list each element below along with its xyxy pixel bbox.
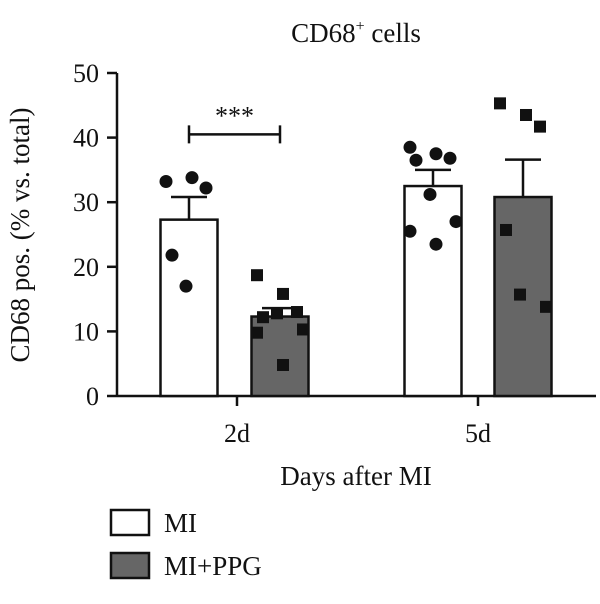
data-point xyxy=(271,307,283,320)
y-axis-label: CD68 pos. (% vs. total) xyxy=(5,108,35,363)
data-point xyxy=(179,279,193,293)
data-point xyxy=(403,140,417,154)
data-point xyxy=(277,358,289,371)
legend-swatch xyxy=(109,551,151,580)
legend-label: MI+PPG xyxy=(164,551,262,581)
data-point xyxy=(185,171,199,185)
data-point xyxy=(520,108,532,121)
y-tick-label: 40 xyxy=(73,124,99,153)
x-tick-label: 5d xyxy=(465,419,491,448)
data-point xyxy=(409,153,423,167)
y-tick-label: 50 xyxy=(73,59,99,88)
data-point xyxy=(429,237,443,251)
data-point xyxy=(251,326,263,339)
data-point xyxy=(291,306,303,319)
data-point xyxy=(429,147,443,161)
x-tick-label: 2d xyxy=(224,419,250,448)
data-point xyxy=(199,181,213,195)
data-point xyxy=(449,215,463,229)
data-point xyxy=(500,223,512,236)
y-tick-label: 10 xyxy=(73,317,99,346)
data-point xyxy=(159,175,173,189)
legend-swatch xyxy=(109,508,151,537)
y-tick-label: 0 xyxy=(86,382,99,411)
significance-label: *** xyxy=(215,101,254,130)
data-point xyxy=(297,323,309,336)
data-point xyxy=(165,248,179,262)
x-axis-label: Days after MI xyxy=(280,461,431,491)
data-point xyxy=(540,300,552,313)
y-tick-label: 20 xyxy=(73,253,99,282)
y-tick-label: 30 xyxy=(73,188,99,217)
data-point xyxy=(257,311,269,324)
data-point xyxy=(534,120,546,133)
data-point xyxy=(403,224,417,238)
data-point xyxy=(277,287,289,300)
data-point xyxy=(443,151,457,165)
legend-label: MI xyxy=(164,508,197,538)
data-point xyxy=(423,187,437,201)
data-point xyxy=(494,97,506,110)
data-point xyxy=(251,269,263,282)
bar xyxy=(159,218,219,398)
data-point xyxy=(514,288,526,301)
chart-title: CD68+ cells xyxy=(291,18,421,48)
